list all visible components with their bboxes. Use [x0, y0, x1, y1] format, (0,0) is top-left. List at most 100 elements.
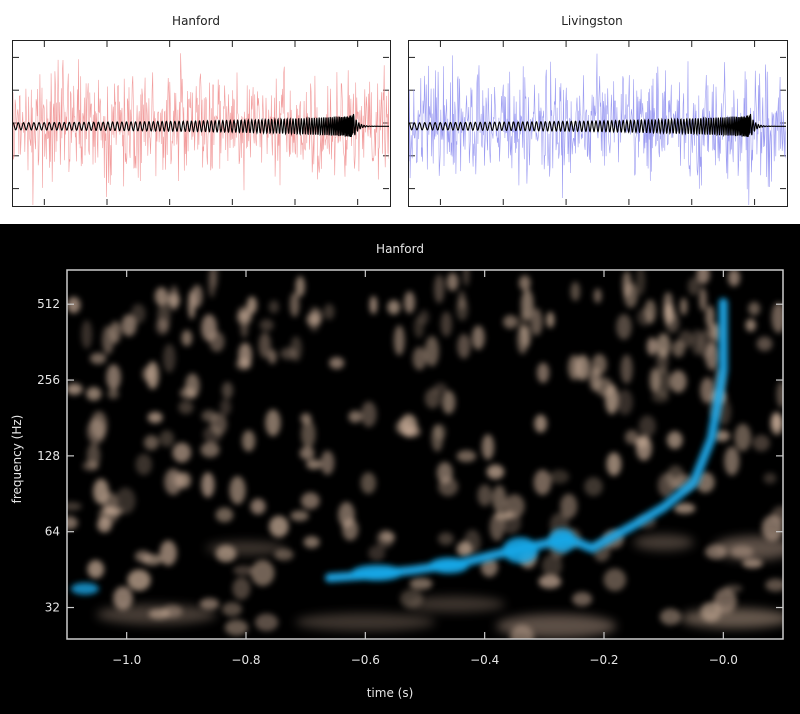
- noise-blob: [572, 592, 593, 607]
- model-waveform-line: [409, 113, 786, 138]
- noise-blob: [159, 540, 177, 566]
- x-tick-label: −1.0: [112, 653, 141, 667]
- spectrogram-image: [67, 270, 783, 639]
- noise-blob: [405, 426, 421, 438]
- noise-blob: [97, 516, 112, 533]
- noise-blob: [201, 472, 215, 498]
- x-tick-label: −0.0: [709, 653, 738, 667]
- noise-blob: [221, 381, 234, 399]
- chirp-blob: [428, 557, 469, 574]
- chirp-blob: [502, 537, 539, 564]
- noise-blob: [771, 302, 783, 334]
- noise-blob: [178, 400, 194, 415]
- noise-blob: [504, 494, 525, 519]
- noise-blob: [503, 315, 518, 329]
- noise-blob: [259, 319, 274, 332]
- chirp-blob: [548, 528, 577, 553]
- noise-blob: [756, 336, 773, 352]
- noise-blob: [86, 387, 102, 401]
- noise-blob: [106, 364, 121, 390]
- x-tick-label: −0.4: [470, 653, 499, 667]
- haze-blob: [295, 613, 436, 632]
- noise-blob: [209, 331, 225, 352]
- haze-blob: [96, 604, 217, 625]
- noise-blob: [368, 545, 386, 561]
- noise-blob: [134, 550, 151, 563]
- livingston-strain-title: Livingston: [561, 14, 623, 28]
- noise-blob: [208, 270, 216, 298]
- noise-blob: [413, 316, 425, 339]
- noise-blob: [678, 330, 694, 348]
- noise-blob: [295, 276, 305, 297]
- noise-blob: [649, 367, 661, 393]
- noise-blob: [663, 292, 673, 318]
- noise-blob: [267, 349, 277, 364]
- noise-blob: [81, 320, 93, 349]
- noise-blob: [489, 513, 505, 542]
- noise-blob: [534, 414, 548, 433]
- noise-blob: [595, 377, 614, 397]
- noise-blob: [638, 415, 656, 438]
- low-frequency-haze: [96, 534, 783, 639]
- livingston-strain-svg: [409, 41, 786, 205]
- noise-blob: [657, 472, 677, 498]
- noise-blob: [486, 464, 505, 480]
- noise-blob: [142, 366, 154, 382]
- noise-blob: [591, 353, 607, 376]
- noise-blob: [656, 333, 671, 358]
- noise-blob: [606, 452, 622, 476]
- noise-blob: [433, 274, 445, 304]
- noise-blob: [242, 430, 256, 452]
- noise-blob: [404, 291, 415, 314]
- noise-blob: [143, 435, 159, 451]
- noise-blob: [258, 332, 271, 359]
- noise-blob: [646, 337, 658, 356]
- x-tick-label: −0.2: [589, 653, 618, 667]
- noise-blob: [770, 413, 783, 435]
- noise-blob: [215, 507, 234, 523]
- noise-blob: [109, 321, 121, 344]
- noise-blob: [533, 469, 552, 496]
- chirp-track: [325, 298, 728, 583]
- noise-blob: [481, 434, 495, 460]
- noise-blob: [329, 357, 345, 369]
- noise-blob: [659, 608, 682, 626]
- noise-blob: [320, 450, 335, 475]
- noise-blob: [90, 352, 107, 365]
- noise-blob: [369, 296, 378, 315]
- noise-blob: [237, 306, 252, 321]
- noise-blob: [723, 584, 743, 593]
- noise-blob: [67, 383, 83, 395]
- noise-blob: [163, 343, 176, 373]
- chirp-blob: [351, 564, 404, 581]
- noise-blob: [699, 287, 707, 312]
- noise-blob: [620, 354, 633, 384]
- noise-blob: [67, 501, 82, 511]
- noise-blob: [456, 450, 477, 463]
- noise-blob: [303, 536, 320, 549]
- noise-blob: [299, 446, 315, 460]
- noise-blob: [135, 453, 152, 476]
- noisy-strain-line: [409, 53, 786, 205]
- noise-blobs: [67, 270, 783, 639]
- noise-blob: [673, 502, 696, 514]
- noise-blob: [348, 410, 362, 423]
- noise-blob: [409, 577, 433, 590]
- noise-blob: [67, 516, 78, 530]
- noise-blob: [113, 586, 133, 611]
- noise-blob: [342, 518, 359, 541]
- noise-blob: [310, 308, 323, 325]
- noise-blob: [734, 423, 752, 452]
- spectrogram-title: Hanford: [376, 242, 424, 256]
- noise-blob: [644, 299, 657, 324]
- noise-blob: [268, 300, 279, 314]
- noise-blob: [107, 388, 119, 399]
- noise-blob: [765, 578, 783, 592]
- noise-blob: [323, 303, 335, 320]
- noise-blob: [301, 492, 320, 510]
- noise-blob: [593, 288, 602, 304]
- noise-blob: [233, 565, 254, 576]
- noise-blob: [724, 446, 740, 476]
- noise-blob: [280, 347, 297, 360]
